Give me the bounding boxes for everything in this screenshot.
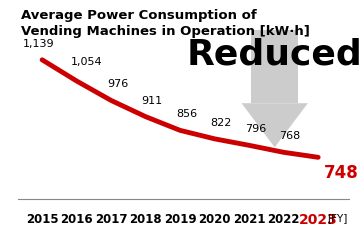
Text: Reduced: Reduced [187,38,360,72]
Text: 822: 822 [211,118,232,128]
Text: 2020: 2020 [198,213,231,226]
Text: [FY]: [FY] [327,213,347,223]
Text: 1,054: 1,054 [71,57,103,67]
Text: 856: 856 [176,109,197,119]
Text: 976: 976 [107,79,128,89]
Text: 2023: 2023 [299,213,338,227]
Text: 2022: 2022 [267,213,300,226]
Text: 2015: 2015 [26,213,58,226]
Text: Average Power Consumption of
Vending Machines in Operation [kW·h]: Average Power Consumption of Vending Mac… [21,9,310,38]
Text: 2017: 2017 [95,213,127,226]
Text: 796: 796 [245,124,266,134]
Text: 2016: 2016 [60,213,93,226]
Text: 1,139: 1,139 [23,39,54,49]
Polygon shape [242,103,308,147]
Text: 2019: 2019 [164,213,197,226]
Text: 748: 748 [324,164,359,182]
Text: 2021: 2021 [233,213,265,226]
Text: 911: 911 [141,96,163,106]
Text: 2018: 2018 [129,213,162,226]
Text: 768: 768 [279,131,301,141]
Bar [252,30,298,103]
